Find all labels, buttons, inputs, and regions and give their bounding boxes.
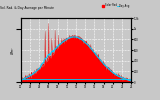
Y-axis label: W/m²: W/m² — [11, 46, 15, 54]
Text: Sol. Rad. & Day Average per Minute: Sol. Rad. & Day Average per Minute — [0, 6, 54, 10]
Legend: Solar Rad, Day Avg: Solar Rad, Day Avg — [102, 3, 130, 8]
